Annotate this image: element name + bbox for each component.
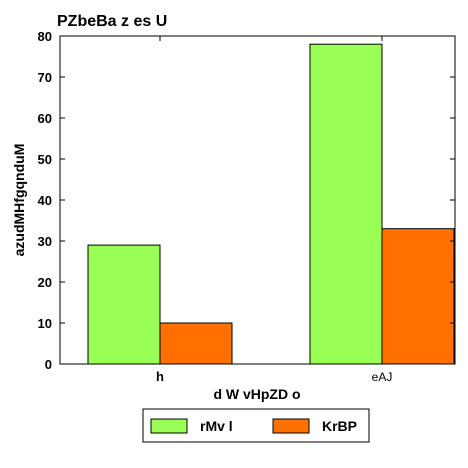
y-tick-label: 10 (38, 316, 52, 331)
legend: rMv l KrBP (142, 408, 370, 443)
y-tick-label: 80 (38, 29, 52, 44)
bar-series-1-2 (309, 43, 383, 365)
legend-label-series-1: rMv l (200, 418, 233, 434)
y-tick-label: 0 (45, 357, 52, 372)
x-axis: h eAJ (156, 36, 392, 384)
bar-series-2-1 (159, 322, 233, 365)
bar-series-2-2 (381, 228, 455, 365)
legend-label-series-2: KrBP (322, 418, 357, 434)
bar-series-1-1 (87, 244, 161, 365)
x-axis-label: d W vHpZD o (213, 386, 300, 402)
y-tick-label: 40 (38, 193, 52, 208)
y-tick-label: 20 (38, 275, 52, 290)
y-axis: 0 10 20 30 40 50 60 70 80 (38, 29, 455, 372)
y-tick-label: 60 (38, 111, 52, 126)
y-tick-label: 50 (38, 152, 52, 167)
y-tick-label: 70 (38, 70, 52, 85)
legend-swatch-series-2 (272, 418, 310, 434)
chart-title: PZbeBa z es U (57, 13, 167, 30)
x-tick-label: eAJ (372, 370, 393, 384)
x-tick-label: h (156, 369, 164, 384)
bars-layer (87, 43, 455, 365)
y-axis-label: azudMHfgqnduM (11, 144, 27, 257)
legend-swatch-series-1 (150, 418, 188, 434)
y-tick-label: 30 (38, 234, 52, 249)
